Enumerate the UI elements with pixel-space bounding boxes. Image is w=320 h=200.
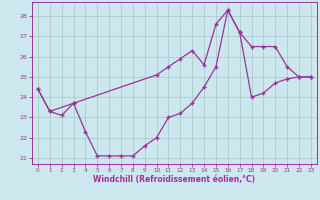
X-axis label: Windchill (Refroidissement éolien,°C): Windchill (Refroidissement éolien,°C) bbox=[93, 175, 255, 184]
